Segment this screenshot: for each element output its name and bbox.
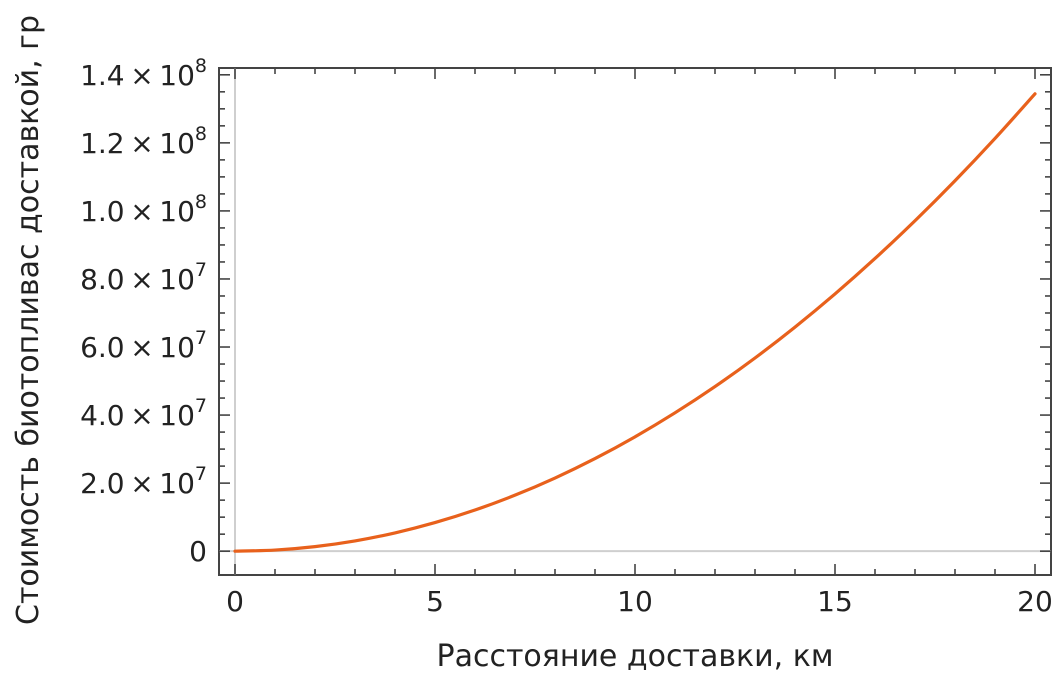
x-tick-labels: 0 5 10 15 20 [226, 585, 1053, 618]
x-tick-label: 15 [817, 585, 853, 618]
y-tick-label: 1.4 × 108 [80, 55, 207, 92]
y-tick-label: 2.0 × 107 [80, 463, 207, 500]
plot-frame [218, 67, 1052, 576]
y-tick-labels: 0 2.0 × 107 4.0 × 107 6.0 × 107 8.0 × 107 1.0… [80, 55, 207, 568]
x-tick-label: 5 [426, 585, 444, 618]
y-tick-label: 1.0 × 108 [80, 191, 207, 228]
y-tick-label: 1.2 × 108 [80, 123, 207, 160]
y-tick-label: 6.0 × 107 [80, 327, 207, 364]
series-layer [233, 92, 1037, 553]
x-tick-label: 0 [226, 585, 244, 618]
zero-lines [219, 68, 1051, 575]
x-tick-label: 20 [1017, 585, 1053, 618]
x-axis-title: Расстояние доставки, км [436, 639, 833, 674]
y-ticks [219, 74, 1051, 552]
y-tick-label: 4.0 × 107 [80, 395, 207, 432]
y-axis-title: Стоимость биотопливас доставкой, гр [11, 15, 46, 625]
y-tick-label: 0 [189, 535, 207, 568]
x-tick-label: 10 [617, 585, 653, 618]
series-line-0 [233, 92, 1037, 553]
y-tick-label: 8.0 × 107 [80, 259, 207, 296]
x-ticks [234, 68, 1036, 575]
